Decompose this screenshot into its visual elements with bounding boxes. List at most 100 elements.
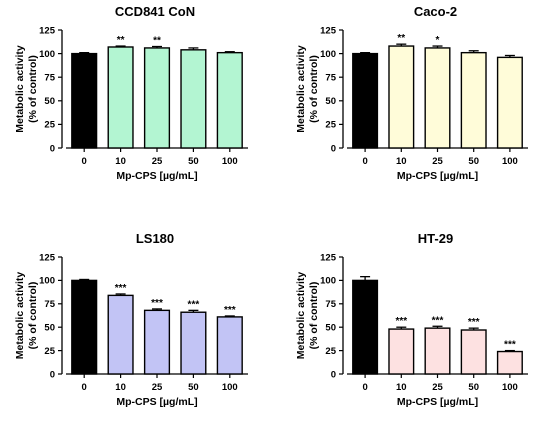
y-tick-label: 50 — [325, 323, 336, 334]
x-tick-label: 10 — [115, 156, 126, 167]
y-axis-label: Metabolic activity(% of control) — [14, 45, 39, 133]
bar-10 — [107, 294, 134, 375]
y-axis-label-line: (% of control) — [308, 282, 320, 350]
x-tick-label: 10 — [115, 382, 126, 393]
x-tick-label: 10 — [396, 156, 407, 167]
chart-title: LS180 — [136, 231, 174, 246]
y-tick-label: 125 — [39, 252, 56, 263]
chart-title: Caco-2 — [414, 4, 457, 19]
significance-label: *** — [432, 315, 444, 326]
bar-50 — [180, 49, 207, 149]
x-axis-label: Mp-CPS [µg/mL] — [116, 170, 197, 182]
y-tick-label: 0 — [50, 143, 55, 154]
y-axis-label: Metabolic activity(% of control) — [14, 272, 39, 360]
y-axis-label-line: Metabolic activity — [295, 45, 307, 133]
x-tick-label: 25 — [432, 156, 443, 167]
x-tick-label: 100 — [222, 156, 238, 167]
chart-title: HT-29 — [418, 231, 453, 246]
significance-label: *** — [395, 316, 407, 327]
y-tick-label: 0 — [331, 143, 336, 154]
significance-label: *** — [151, 298, 163, 309]
bar-25 — [143, 309, 171, 375]
y-axis-label: Metabolic activity(% of control) — [295, 45, 320, 133]
bar-50 — [180, 311, 207, 375]
significance-label: ** — [153, 36, 161, 47]
bar-100 — [216, 316, 243, 375]
bar-0 — [71, 52, 98, 149]
y-axis-label-line: (% of control) — [27, 282, 39, 350]
y-axis-label-line: Metabolic activity — [14, 272, 26, 360]
y-tick-label: 75 — [44, 73, 55, 84]
x-tick-label: 25 — [152, 156, 163, 167]
x-tick-label: 100 — [222, 382, 238, 393]
bar-10 — [107, 46, 134, 149]
y-axis-label-line: Metabolic activity — [14, 45, 26, 133]
y-axis-label-line: Metabolic activity — [295, 272, 307, 360]
x-tick-label: 10 — [396, 382, 407, 393]
y-tick-label: 25 — [325, 120, 336, 131]
bar-10 — [388, 328, 415, 375]
y-tick-label: 125 — [320, 25, 337, 36]
significance-label: *** — [188, 299, 200, 310]
bar-0 — [352, 279, 379, 375]
bar-100 — [496, 350, 523, 375]
y-tick-label: 0 — [50, 369, 55, 380]
significance-label: * — [436, 35, 440, 46]
significance-label: *** — [224, 305, 236, 316]
y-tick-label: 125 — [320, 252, 337, 263]
bar-50 — [460, 51, 487, 149]
x-axis-label: Mp-CPS [µg/mL] — [116, 396, 197, 408]
x-tick-label: 100 — [502, 382, 518, 393]
significance-label: *** — [115, 283, 127, 294]
bar-0 — [71, 279, 98, 375]
significance-label: *** — [504, 340, 516, 351]
significance-label: ** — [117, 35, 125, 46]
y-tick-label: 75 — [325, 73, 336, 84]
x-tick-label: 50 — [468, 382, 479, 393]
y-tick-label: 125 — [39, 25, 56, 36]
x-tick-label: 0 — [362, 156, 367, 167]
y-tick-label: 0 — [331, 369, 336, 380]
y-tick-label: 25 — [325, 346, 336, 357]
bar-100 — [496, 56, 523, 149]
y-axis-label-line: (% of control) — [308, 55, 320, 123]
x-tick-label: 0 — [82, 382, 87, 393]
y-axis-label-line: (% of control) — [27, 55, 39, 123]
y-tick-label: 25 — [44, 120, 55, 131]
y-tick-label: 100 — [320, 49, 336, 60]
x-tick-label: 50 — [188, 156, 199, 167]
y-tick-label: 25 — [44, 346, 55, 357]
x-tick-label: 0 — [362, 382, 367, 393]
x-tick-label: 0 — [82, 156, 87, 167]
chart-title: CCD841 CoN — [115, 4, 195, 19]
y-tick-label: 75 — [44, 299, 55, 310]
y-tick-label: 100 — [320, 276, 336, 287]
y-tick-label: 50 — [325, 96, 336, 107]
y-tick-label: 75 — [325, 299, 336, 310]
bar-25 — [424, 327, 451, 375]
y-tick-label: 50 — [44, 96, 55, 107]
x-tick-label: 25 — [152, 382, 163, 393]
significance-label: *** — [468, 317, 480, 328]
x-axis-label: Mp-CPS [µg/mL] — [397, 170, 478, 182]
y-tick-label: 50 — [44, 323, 55, 334]
y-axis-label: Metabolic activity(% of control) — [295, 272, 320, 360]
bar-100 — [216, 51, 243, 149]
x-tick-label: 50 — [188, 382, 199, 393]
bar-25 — [143, 47, 171, 149]
x-tick-label: 100 — [502, 156, 518, 167]
bar-0 — [352, 52, 379, 149]
x-tick-label: 50 — [468, 156, 479, 167]
x-tick-label: 25 — [432, 382, 443, 393]
bar-50 — [460, 329, 487, 375]
bar-10 — [388, 45, 415, 149]
y-tick-label: 100 — [39, 276, 55, 287]
x-axis-label: Mp-CPS [µg/mL] — [397, 396, 478, 408]
y-tick-label: 100 — [39, 49, 55, 60]
bar-25 — [424, 47, 451, 149]
